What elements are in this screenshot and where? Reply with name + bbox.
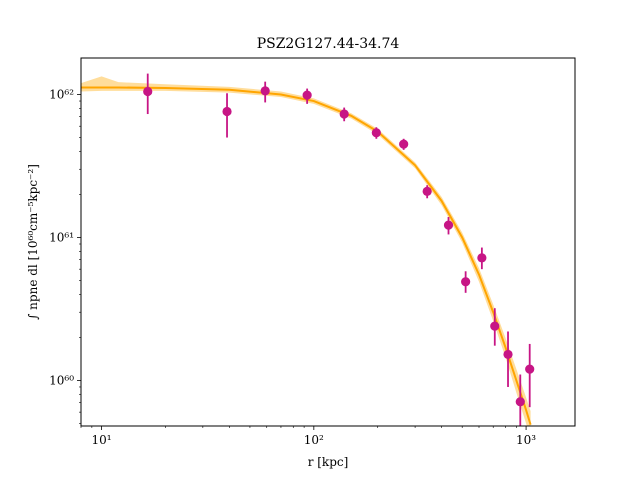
data-point-11 [490, 321, 500, 331]
x-axis: 10¹ 10² 10³ [80, 426, 536, 447]
errorbar-layer [146, 73, 531, 426]
data-point-2 [260, 86, 270, 96]
data-point-9 [461, 277, 471, 287]
chart-title: PSZ2G127.44-34.74 [257, 36, 400, 52]
plot-area [81, 73, 535, 426]
x-axis-label: r [kpc] [308, 455, 349, 469]
data-point-14 [525, 364, 535, 374]
data-point-layer [143, 86, 535, 407]
y-axis: 10⁶⁰ 10⁶¹ 10⁶² [49, 87, 81, 424]
plot-frame [80, 57, 576, 427]
data-point-10 [477, 253, 487, 263]
model-line [81, 86, 532, 426]
x-tick-label-1: 10² [304, 433, 324, 447]
x-tick-label-0: 10¹ [92, 433, 112, 447]
data-point-12 [503, 349, 513, 360]
y-tick-label-0: 10⁶⁰ [49, 373, 74, 387]
y-axis-label: ∫ npne dl [10⁶⁰cm⁻⁵kpc⁻²] [26, 164, 40, 320]
data-point-4 [339, 109, 349, 119]
y-tick-label-1: 10⁶¹ [49, 230, 74, 244]
data-point-6 [399, 139, 409, 149]
data-point-3 [302, 90, 312, 100]
data-point-13 [515, 397, 525, 407]
model-line-layer [81, 86, 532, 426]
data-point-5 [371, 128, 381, 138]
data-point-7 [422, 186, 432, 196]
data-point-1 [222, 106, 232, 117]
data-point-8 [443, 220, 454, 230]
model-confidence-band [81, 76, 531, 426]
data-point-0 [143, 86, 153, 97]
x-tick-label-2: 10³ [516, 433, 536, 447]
model-band-layer [81, 76, 531, 426]
y-tick-label-2: 10⁶² [49, 87, 74, 101]
